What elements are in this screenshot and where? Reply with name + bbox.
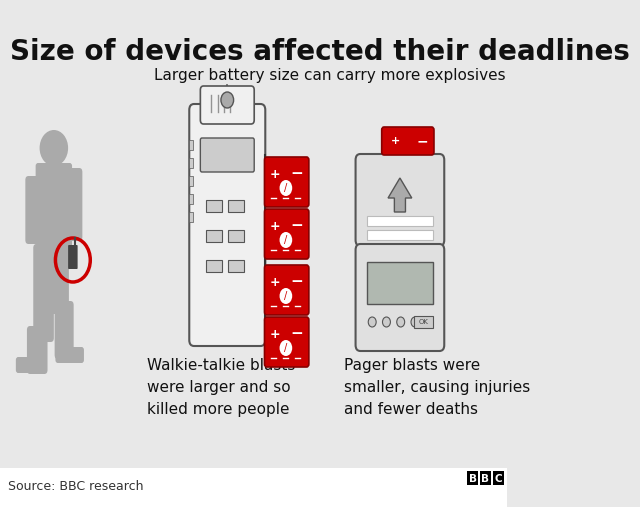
Text: /: / bbox=[284, 291, 287, 301]
Bar bbox=[189, 140, 193, 150]
Text: Source: BBC research: Source: BBC research bbox=[8, 481, 143, 493]
Bar bbox=[367, 262, 433, 304]
FancyBboxPatch shape bbox=[16, 357, 40, 373]
FancyBboxPatch shape bbox=[264, 265, 309, 315]
Bar bbox=[367, 230, 433, 240]
Circle shape bbox=[280, 288, 292, 304]
Bar bbox=[206, 260, 221, 272]
Text: +: + bbox=[390, 136, 400, 146]
Text: OK: OK bbox=[419, 319, 429, 325]
Text: /: / bbox=[284, 343, 287, 353]
Bar bbox=[228, 260, 244, 272]
Bar bbox=[228, 230, 244, 242]
Polygon shape bbox=[388, 178, 412, 212]
Text: −: − bbox=[291, 274, 303, 289]
FancyBboxPatch shape bbox=[200, 86, 254, 124]
FancyBboxPatch shape bbox=[264, 317, 309, 367]
Text: Larger battery size can carry more explosives: Larger battery size can carry more explo… bbox=[154, 68, 506, 83]
Circle shape bbox=[221, 92, 234, 108]
FancyBboxPatch shape bbox=[189, 104, 266, 346]
Text: Size of devices affected their deadlines: Size of devices affected their deadlines bbox=[10, 38, 629, 66]
Bar bbox=[0, 468, 507, 507]
Circle shape bbox=[397, 317, 404, 327]
FancyBboxPatch shape bbox=[264, 209, 309, 259]
Circle shape bbox=[280, 340, 292, 356]
Circle shape bbox=[411, 317, 419, 327]
Bar bbox=[189, 176, 193, 186]
Circle shape bbox=[280, 232, 292, 248]
FancyBboxPatch shape bbox=[68, 245, 77, 269]
FancyBboxPatch shape bbox=[26, 176, 41, 244]
FancyBboxPatch shape bbox=[36, 163, 72, 249]
Circle shape bbox=[40, 130, 68, 166]
Text: +: + bbox=[269, 275, 280, 288]
FancyBboxPatch shape bbox=[54, 301, 74, 359]
Text: −: − bbox=[291, 219, 303, 234]
Bar bbox=[189, 212, 193, 222]
FancyBboxPatch shape bbox=[356, 244, 444, 351]
FancyBboxPatch shape bbox=[67, 168, 83, 241]
Bar bbox=[206, 230, 221, 242]
Text: /: / bbox=[284, 183, 287, 193]
Bar bbox=[189, 194, 193, 204]
FancyBboxPatch shape bbox=[33, 244, 54, 342]
FancyBboxPatch shape bbox=[56, 347, 84, 363]
Bar bbox=[414, 316, 433, 328]
Text: −: − bbox=[416, 134, 428, 148]
Bar bbox=[493, 471, 504, 485]
Text: +: + bbox=[269, 328, 280, 341]
Bar bbox=[189, 158, 193, 168]
Bar bbox=[206, 200, 221, 212]
FancyBboxPatch shape bbox=[356, 154, 444, 246]
Text: +: + bbox=[269, 167, 280, 180]
Circle shape bbox=[368, 317, 376, 327]
Bar bbox=[467, 471, 478, 485]
FancyBboxPatch shape bbox=[200, 138, 254, 172]
Text: −: − bbox=[291, 327, 303, 342]
Bar bbox=[480, 471, 491, 485]
Text: B: B bbox=[481, 474, 490, 484]
Text: B: B bbox=[468, 474, 477, 484]
Text: C: C bbox=[494, 474, 502, 484]
FancyBboxPatch shape bbox=[48, 241, 69, 314]
Circle shape bbox=[280, 180, 292, 196]
Circle shape bbox=[383, 317, 390, 327]
Text: −: − bbox=[291, 166, 303, 182]
FancyBboxPatch shape bbox=[381, 127, 434, 155]
Bar bbox=[367, 216, 433, 226]
Text: /: / bbox=[284, 235, 287, 245]
Bar bbox=[228, 200, 244, 212]
Text: Pager blasts were
smaller, causing injuries
and fewer deaths: Pager blasts were smaller, causing injur… bbox=[344, 358, 531, 417]
Text: +: + bbox=[269, 220, 280, 233]
Text: Walkie-talkie blasts
were larger and so
killed more people: Walkie-talkie blasts were larger and so … bbox=[147, 358, 295, 417]
FancyBboxPatch shape bbox=[264, 157, 309, 207]
FancyBboxPatch shape bbox=[27, 326, 47, 374]
